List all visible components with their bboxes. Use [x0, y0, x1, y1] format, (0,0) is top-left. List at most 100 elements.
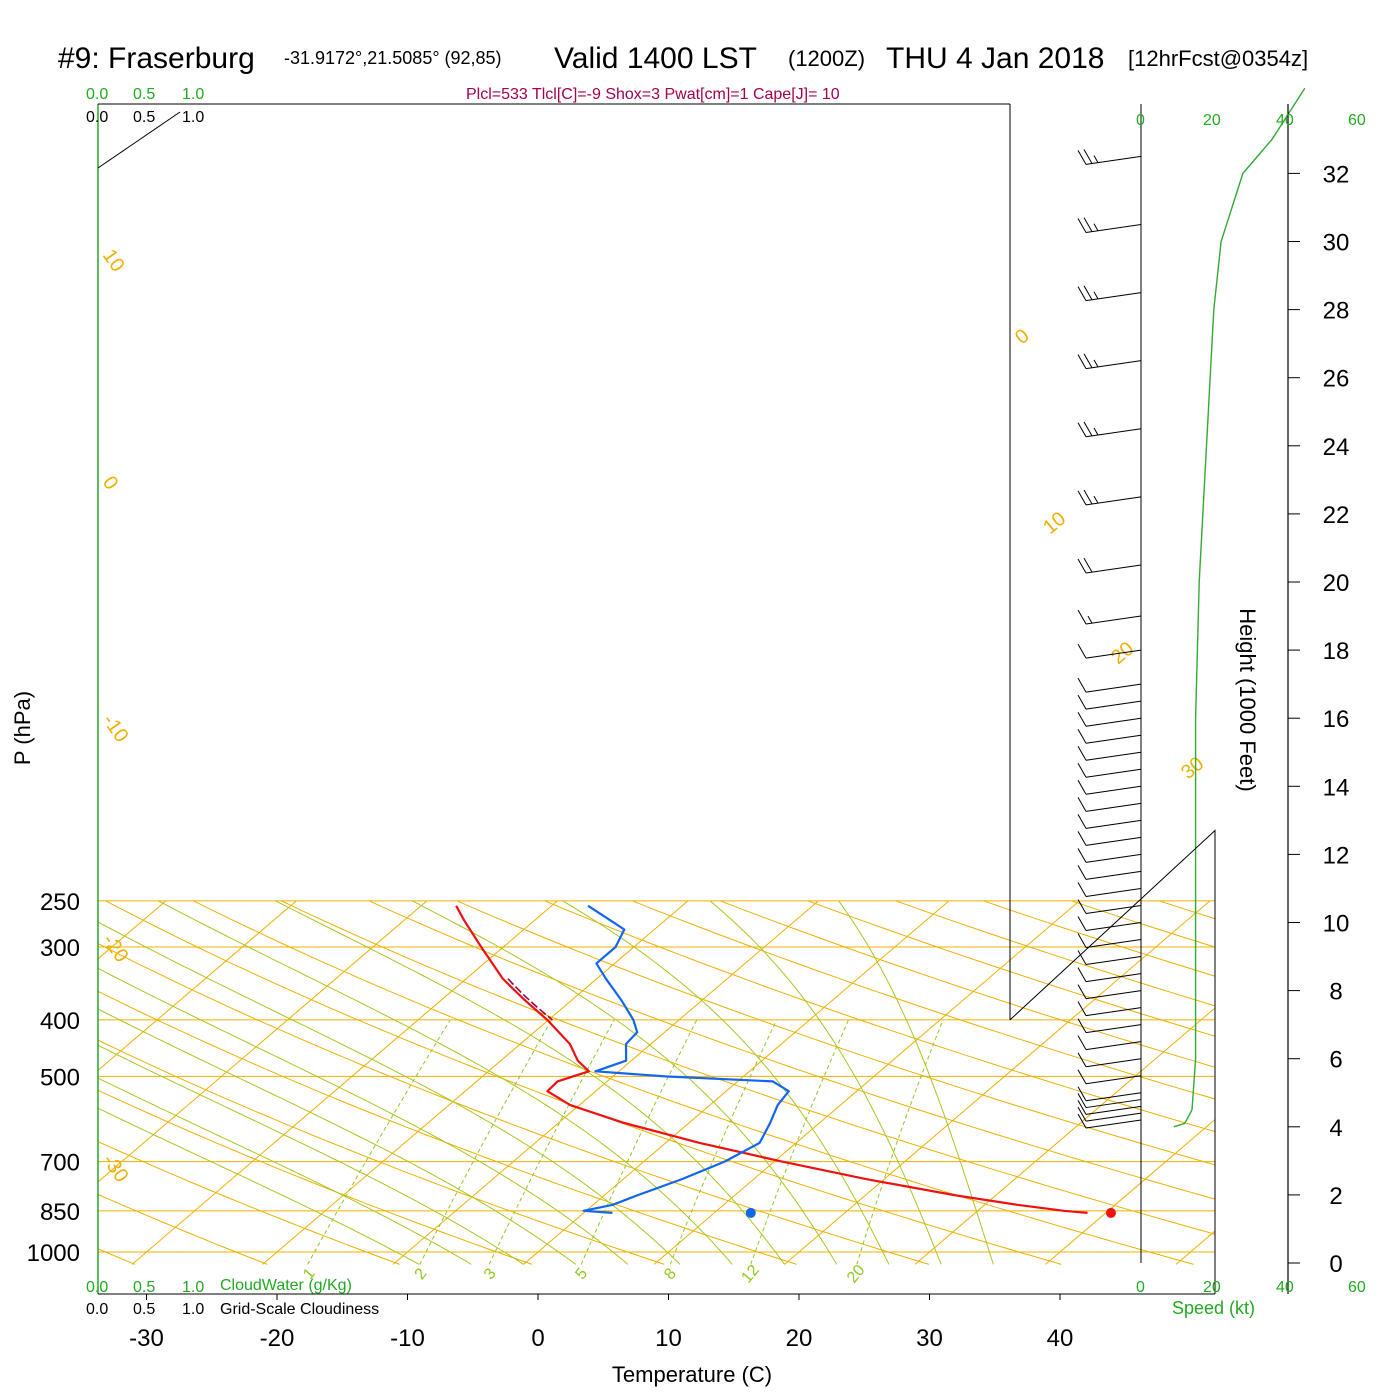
temperature-tick-label: 30	[916, 1325, 943, 1352]
wind-barb	[1077, 865, 1142, 880]
wind-barb	[1077, 763, 1142, 778]
parcel-indices: Plcl=533 Tlcl[C]=-9 Shox=3 Pwat[cm]=1 Ca…	[466, 86, 840, 103]
speed-axis-label: Speed (kt)	[1172, 1298, 1255, 1318]
cloud-fraction-line	[97, 111, 181, 169]
wind-barb	[1077, 1018, 1142, 1034]
isotherm-label-left: 0	[98, 472, 122, 494]
mixing-ratio-line	[419, 1019, 552, 1265]
speed-bottom-0: 0	[1136, 1279, 1145, 1296]
isotherm-line	[98, 900, 428, 1183]
wind-barb	[1077, 950, 1142, 966]
height-tick-label: 28	[1323, 298, 1350, 325]
height-tick-label: 32	[1323, 161, 1350, 188]
isotherm-label-left: 10	[98, 245, 129, 276]
dewpoint-line	[582, 904, 790, 1214]
pressure-tick-label: 300	[40, 935, 80, 962]
sounding-limit-line	[1009, 829, 1216, 1294]
wind-barb	[1077, 933, 1142, 949]
cloud-green-1: 0.5	[133, 86, 155, 103]
speed-top-20: 20	[1203, 112, 1221, 129]
wind-barb	[1077, 1100, 1142, 1115]
speed-bottom-20: 20	[1203, 1279, 1221, 1296]
dry-adiabat-line	[544, 900, 1215, 1133]
moist-adiabat-line	[562, 900, 890, 1265]
wind-barb	[1077, 694, 1142, 710]
wind-barb	[1077, 1052, 1142, 1068]
pressure-tick-label: 500	[40, 1064, 80, 1091]
isotherm-label-right: 30	[1177, 753, 1208, 784]
moist-adiabat-line	[275, 900, 785, 1265]
wind-barb	[1077, 831, 1142, 846]
wind-barb	[1077, 780, 1142, 795]
wind-barb	[1077, 421, 1142, 438]
height-tick-label: 8	[1329, 979, 1342, 1006]
wind-barb	[1077, 1086, 1142, 1102]
height-tick-label: 0	[1329, 1251, 1342, 1278]
moist-adiabat-line	[838, 900, 994, 1265]
mixing-ratio-label: 20	[844, 1262, 869, 1287]
pressure-tick-label: 700	[40, 1150, 80, 1177]
isotherm-label-right: 0	[1011, 325, 1034, 349]
dry-adiabat-line	[98, 1141, 400, 1265]
isotherm-line	[1045, 1118, 1215, 1265]
isotherm-label-left: -30	[98, 1150, 133, 1186]
wind-layer	[1077, 87, 1306, 1129]
isotherm-label-left: -10	[98, 710, 133, 746]
wind-barb	[1077, 285, 1142, 302]
temperature-tick-label: 40	[1047, 1325, 1074, 1352]
dry-adiabat-line	[0, 901, 3, 1265]
moist-adiabat-line	[411, 900, 838, 1265]
moist-adiabat-line	[98, 921, 681, 1265]
mixing-ratio-label: 2	[412, 1265, 431, 1283]
pressure-tick-label: 850	[40, 1199, 80, 1226]
wind-barb	[1077, 814, 1142, 829]
wind-barb	[1077, 149, 1142, 165]
isotherm-line	[98, 900, 297, 1072]
wind-barb	[1077, 1035, 1142, 1051]
wind-barb	[1077, 1093, 1142, 1109]
temperature-tick-label: -30	[129, 1325, 164, 1352]
temperature-tick-label: 20	[786, 1325, 813, 1352]
wind-barb	[1077, 557, 1142, 574]
valid-time: Valid 1400 LST	[554, 42, 757, 75]
wind-barb	[1077, 967, 1142, 983]
mixing-ratio-line	[750, 1019, 849, 1265]
height-axis-title: Height (1000 Feet)	[1235, 608, 1260, 791]
isotherm-label-left: -20	[98, 930, 133, 966]
dry-adiabat-line	[807, 900, 1215, 1037]
height-tick-label: 10	[1323, 911, 1350, 938]
surface-temperature-point	[1105, 1207, 1116, 1218]
cloud-green-bottom-2: 1.0	[182, 1279, 204, 1296]
height-tick-label: 30	[1323, 230, 1350, 257]
forecast-info: [12hrFcst@0354z]	[1128, 46, 1308, 71]
wind-barb	[1077, 1001, 1142, 1017]
height-tick-label: 22	[1323, 502, 1350, 529]
wind-speed-profile	[1173, 87, 1306, 1128]
moist-adiabat-line	[98, 967, 629, 1265]
dry-adiabat-line	[280, 900, 1215, 1235]
mixing-ratio-label: 8	[661, 1265, 680, 1283]
mixing-ratio-line	[856, 1019, 944, 1265]
moist-adiabat-line	[98, 1107, 420, 1265]
moist-adiabat-line	[98, 1044, 524, 1265]
height-tick-label: 6	[1329, 1047, 1342, 1074]
speed-top-40: 40	[1276, 112, 1294, 129]
isotherm-line	[523, 900, 950, 1265]
isotherm-line	[784, 900, 1211, 1265]
cloud-black-2: 1.0	[182, 109, 204, 126]
cloud-green-0: 0.0	[86, 86, 108, 103]
dry-adiabat-line	[98, 1039, 665, 1265]
speed-bottom-40: 40	[1276, 1279, 1294, 1296]
mixing-ratio-line	[307, 1019, 451, 1265]
x-axis-title: Temperature (C)	[612, 1362, 772, 1387]
moist-adiabat-line	[157, 900, 733, 1265]
utc-time: (1200Z)	[788, 46, 865, 71]
dry-adiabat-line	[193, 900, 1194, 1265]
mixing-ratio-label: 12	[738, 1262, 763, 1287]
wind-barb	[1077, 746, 1142, 761]
moist-adiabat-line	[98, 1077, 472, 1265]
dry-adiabat-line	[368, 900, 1215, 1200]
wind-barb	[1077, 711, 1142, 727]
moist-adiabat-line	[98, 1008, 576, 1265]
